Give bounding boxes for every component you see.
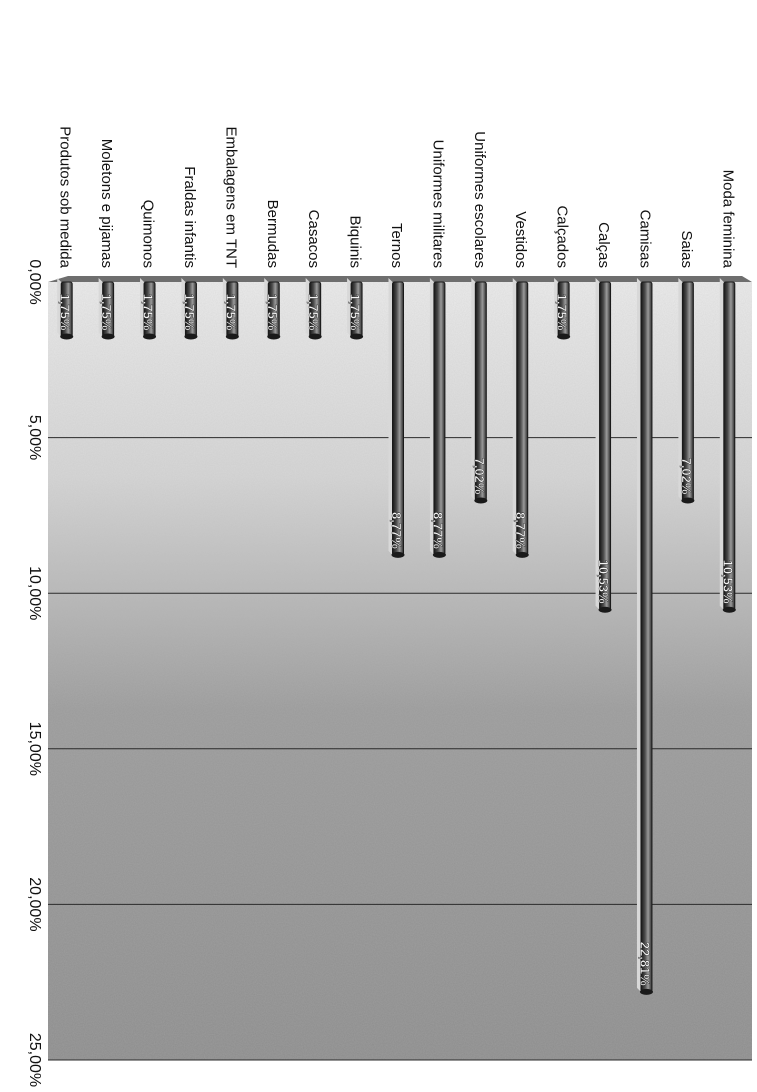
bar-cap xyxy=(598,606,612,613)
bar-depth xyxy=(429,278,434,555)
bar-depth xyxy=(512,278,517,555)
data-label: 1,75% xyxy=(306,294,321,331)
bar-depth xyxy=(388,278,393,555)
category-label: Saias xyxy=(678,230,695,268)
category-label: Vestidos xyxy=(512,211,529,268)
bar-cap xyxy=(432,551,446,558)
x-tick-label: 15,00% xyxy=(26,722,43,776)
data-label: 1,75% xyxy=(182,294,197,331)
bar-cap xyxy=(267,333,281,340)
bar-depth xyxy=(140,278,145,337)
bar-cap xyxy=(474,497,488,504)
data-label: 7,02% xyxy=(472,458,487,495)
category-label: Biquinis xyxy=(347,215,364,268)
bar-depth xyxy=(636,278,641,992)
data-label: 8,77% xyxy=(389,512,404,549)
x-tick-label: 20,00% xyxy=(26,877,43,931)
plot-top-edge xyxy=(48,276,752,282)
data-label: 1,75% xyxy=(348,294,363,331)
category-label: Ternos xyxy=(388,223,405,268)
bar-cap xyxy=(60,333,74,340)
bar-cap xyxy=(391,551,405,558)
bar xyxy=(640,281,653,993)
bar-depth xyxy=(222,278,227,337)
data-label: 10,53% xyxy=(596,560,611,605)
bar-depth xyxy=(264,278,269,337)
bar-depth xyxy=(305,278,310,337)
data-label: 7,02% xyxy=(679,458,694,495)
category-label: Quimonos xyxy=(140,200,157,268)
category-label: Produtos sob medida xyxy=(57,126,74,268)
category-label: Calças xyxy=(595,222,612,268)
category-label: Moletons e pijamas xyxy=(98,139,115,268)
bar-cap xyxy=(350,333,364,340)
data-label: 22,81% xyxy=(637,942,652,987)
bar-depth xyxy=(57,278,62,337)
bar-cap xyxy=(101,333,115,340)
bar-cap xyxy=(308,333,322,340)
data-label: 8,77% xyxy=(513,512,528,549)
data-label: 1,75% xyxy=(265,294,280,331)
bar-depth xyxy=(471,278,476,501)
data-label: 1,75% xyxy=(141,294,156,331)
data-label: 1,75% xyxy=(555,294,570,331)
category-label: Moda feminina xyxy=(719,170,736,269)
category-label: Casacos xyxy=(305,210,322,268)
x-tick-label: 5,00% xyxy=(26,415,43,460)
bar-depth xyxy=(347,278,352,337)
bar-cap xyxy=(225,333,239,340)
category-label: Uniformes escolares xyxy=(471,131,488,268)
bar-cap xyxy=(681,497,695,504)
x-tick-label: 0,00% xyxy=(26,259,43,304)
bar-depth xyxy=(678,278,683,501)
category-label: Uniformes militares xyxy=(429,140,446,268)
bar-cap xyxy=(639,988,653,995)
category-label: Embalagens em TNT xyxy=(222,127,239,268)
category-label: Calçados xyxy=(554,205,571,268)
data-label: 1,75% xyxy=(58,294,73,331)
bar-depth xyxy=(554,278,559,337)
bar-depth xyxy=(719,278,724,610)
data-label: 8,77% xyxy=(430,512,445,549)
bar-depth xyxy=(595,278,600,610)
bar-cap xyxy=(143,333,157,340)
bar-cap xyxy=(557,333,571,340)
data-label: 10,53% xyxy=(720,560,735,605)
category-label: Camisas xyxy=(636,210,653,268)
x-tick-label: 10,00% xyxy=(26,566,43,620)
data-label: 1,75% xyxy=(223,294,238,331)
data-label: 1,75% xyxy=(99,294,114,331)
bar-cap xyxy=(722,606,736,613)
category-label: Fraldas infantis xyxy=(181,166,198,268)
bar-depth xyxy=(98,278,103,337)
bar-depth xyxy=(181,278,186,337)
bar-cap xyxy=(515,551,529,558)
bar-cap xyxy=(184,333,198,340)
category-label: Bermudas xyxy=(264,200,281,268)
x-tick-label: 25,00% xyxy=(26,1033,43,1087)
